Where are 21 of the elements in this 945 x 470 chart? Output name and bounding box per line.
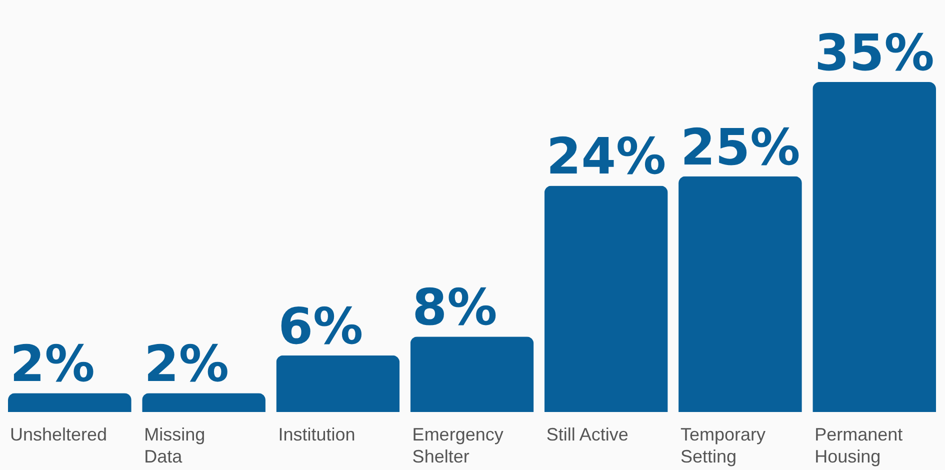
data-label: 25% (680, 118, 800, 176)
x-tick-label: Emergency Shelter (412, 424, 504, 466)
bar (8, 393, 132, 412)
x-tick-label: Institution (278, 424, 356, 444)
x-tick-label: Temporary Setting (680, 424, 766, 466)
bar (544, 186, 668, 412)
data-label: 2% (10, 335, 95, 394)
x-tick-label: Missing Data (144, 424, 206, 466)
data-label: 8% (412, 278, 498, 337)
bar (276, 355, 400, 412)
bar (812, 82, 936, 412)
bar (678, 176, 802, 412)
data-label: 6% (278, 297, 364, 356)
x-tick-label: Permanent Housing (814, 424, 903, 466)
bar (410, 336, 534, 412)
bar (142, 393, 266, 412)
x-tick-label: Still Active (546, 424, 628, 444)
data-label: 2% (144, 335, 229, 394)
data-label: 24% (546, 128, 666, 186)
data-label: 35% (814, 24, 934, 82)
x-tick-label: Unsheltered (10, 424, 108, 444)
